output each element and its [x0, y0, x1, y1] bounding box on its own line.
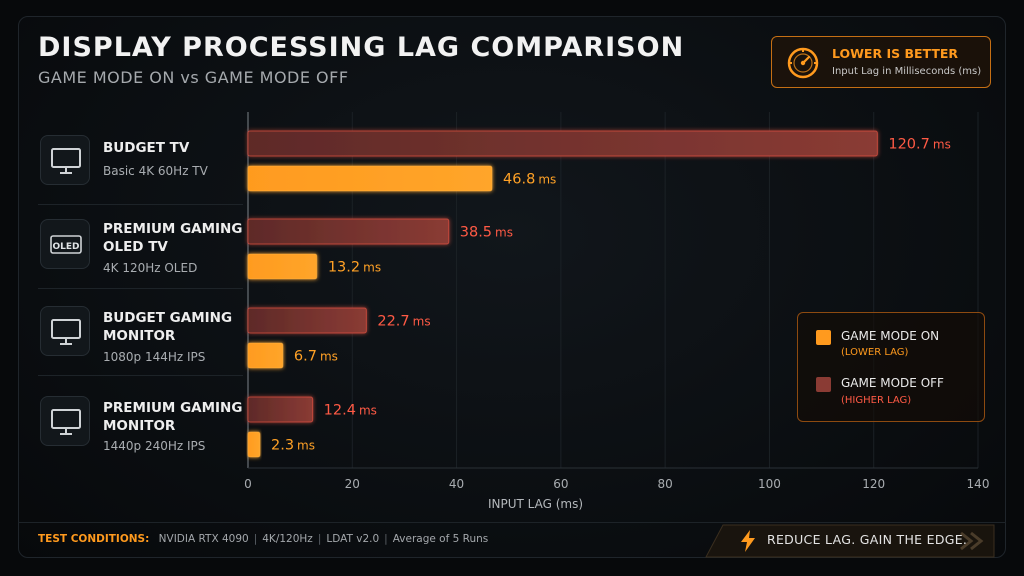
- x-tick-label: 140: [967, 477, 990, 491]
- category-spec: Basic 4K 60Hz TV: [103, 164, 208, 178]
- note-title: LOWER IS BETTER: [832, 46, 959, 61]
- x-tick-label: 40: [449, 477, 464, 491]
- bar-value-label: 13.2 ms: [328, 260, 381, 276]
- category-name: PREMIUM GAMING OLED TV: [103, 221, 243, 255]
- legend-label-off: GAME MODE OFF: [841, 376, 944, 390]
- category-name: PREMIUM GAMING MONITOR: [103, 400, 243, 434]
- bar-game-mode-off: [247, 396, 314, 423]
- bar-game-mode-off: [247, 307, 367, 334]
- cta-text: REDUCE LAG. GAIN THE EDGE.: [767, 532, 968, 547]
- category-spec: 1440p 240Hz IPS: [103, 439, 206, 453]
- category-budget-gaming-monitor: BUDGET GAMING MONITOR 1080p 144Hz IPS: [38, 292, 243, 376]
- svg-text:OLED: OLED: [52, 242, 79, 252]
- legend-sub-on: (LOWER LAG): [841, 347, 909, 358]
- legend-swatch-off: [816, 377, 831, 392]
- category-spec: 4K 120Hz OLED: [103, 261, 198, 275]
- category-premium-gaming-monitor: PREMIUM GAMING MONITOR 1440p 240Hz IPS: [38, 382, 243, 466]
- bar-value-label: 46.8 ms: [503, 172, 556, 188]
- bar-value-label: 38.5 ms: [460, 225, 513, 241]
- bar-value-label: 22.7 ms: [377, 314, 430, 330]
- monitor-icon: [40, 135, 90, 185]
- category-name: BUDGET GAMING MONITOR: [103, 310, 233, 344]
- category-premium-gaming-oled-tv: OLED PREMIUM GAMING OLED TV 4K 120Hz OLE…: [38, 205, 243, 289]
- bar-game-mode-off: [247, 130, 878, 157]
- legend-swatch-on: [816, 330, 831, 345]
- x-tick-label: 120: [862, 477, 885, 491]
- page-subtitle: GAME MODE ON vs GAME MODE OFF: [38, 68, 349, 87]
- note-subtitle: Input Lag in Milliseconds (ms): [832, 66, 982, 77]
- bar-value-label: 120.7 ms: [888, 137, 950, 153]
- category-spec: 1080p 144Hz IPS: [103, 350, 206, 364]
- bar-game-mode-on: [247, 165, 493, 192]
- category-budget-tv: BUDGET TV Basic 4K 60Hz TV: [38, 121, 243, 205]
- monitor-icon: [40, 306, 90, 356]
- page-title: DISPLAY PROCESSING LAG COMPARISON: [38, 32, 685, 63]
- chart-legend: GAME MODE ON (LOWER LAG) GAME MODE OFF (…: [797, 312, 985, 422]
- bar-value-label: 2.3 ms: [271, 438, 315, 454]
- category-name: BUDGET TV: [103, 140, 190, 156]
- x-tick-label: 20: [345, 477, 360, 491]
- cta-banner: REDUCE LAG. GAIN THE EDGE.: [705, 524, 995, 558]
- x-tick-label: 0: [244, 477, 252, 491]
- monitor-icon: [40, 396, 90, 446]
- bar-game-mode-on: [247, 253, 318, 280]
- gauge-icon: [787, 47, 819, 79]
- lower-is-better-note: LOWER IS BETTER Input Lag in Millisecond…: [771, 36, 991, 88]
- test-conditions: TEST CONDITIONS: NVIDIA RTX 4090 | 4K/120H…: [38, 533, 489, 545]
- bar-game-mode-on: [247, 431, 261, 458]
- bar-value-label: 12.4 ms: [324, 403, 377, 419]
- x-tick-label: 60: [553, 477, 568, 491]
- x-axis-title: INPUT LAG (ms): [488, 497, 584, 511]
- footer: TEST CONDITIONS: NVIDIA RTX 4090 | 4K/120H…: [18, 522, 1006, 558]
- legend-sub-off: (HIGHER LAG): [841, 395, 912, 406]
- x-tick-label: 100: [758, 477, 781, 491]
- legend-label-on: GAME MODE ON: [841, 329, 940, 343]
- lightning-icon: [741, 530, 755, 552]
- oled-badge-icon: OLED: [40, 219, 90, 269]
- x-tick-label: 80: [658, 477, 673, 491]
- bar-game-mode-on: [247, 342, 284, 369]
- bar-game-mode-off: [247, 218, 450, 245]
- bar-value-label: 6.7 ms: [294, 349, 338, 365]
